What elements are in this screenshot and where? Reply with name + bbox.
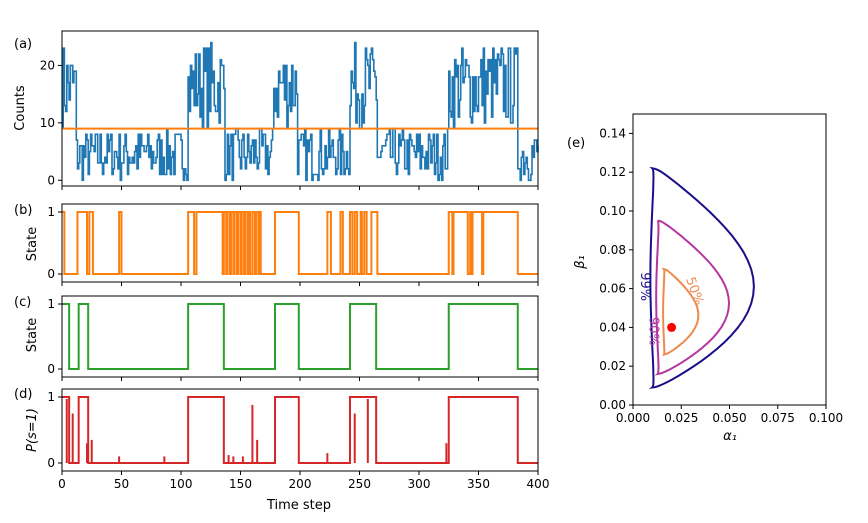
xlabel-time: Time step [266, 498, 331, 513]
contour-label-50: 50% [682, 275, 706, 307]
panel-d-series [62, 396, 538, 464]
contour-3 [661, 267, 700, 356]
panel-label-b: (b) [14, 203, 32, 218]
panel-a-ytick-label: 20 [40, 58, 55, 72]
panel-label-a: (a) [14, 37, 32, 52]
panel-d-xtick-label: 400 [527, 477, 550, 491]
panel-label-c: (c) [14, 295, 31, 310]
panel-b-ytick-label: 0 [47, 267, 55, 281]
ylabel-prob: P(s=1) [25, 408, 40, 452]
panel-d-xtick-label: 250 [348, 477, 371, 491]
ylabel-state-b: State [25, 227, 40, 261]
panel-d-frame [61, 388, 539, 472]
panel-d-xtick-label: 50 [114, 477, 129, 491]
panel-e-ytick-label: 0.04 [599, 320, 626, 334]
panel-e-xtick-label: 0.075 [761, 411, 795, 425]
panel-a-ytick-label: 10 [40, 116, 55, 130]
panel-d-xtick-label: 0 [58, 477, 66, 491]
panel-e-ytick-label: 0.02 [599, 359, 626, 373]
panel-b-series [62, 211, 538, 275]
panel-d-xtick-label: 300 [408, 477, 431, 491]
panel-c-ytick-label: 1 [47, 297, 55, 311]
best-fit-point [667, 322, 677, 332]
panel-d-xtick-label: 350 [467, 477, 490, 491]
panel-e-ytick-label: 0.06 [599, 282, 626, 296]
panel-d-xtick-label: 150 [229, 477, 252, 491]
panel-e-xtick-label: 0.025 [664, 411, 698, 425]
panel-c-frame [61, 295, 539, 378]
contour-1 [648, 166, 755, 389]
panel-d-ytick-label: 1 [47, 390, 55, 404]
contour-label-90: 90% [645, 317, 660, 346]
panel-d-xtick-label: 100 [170, 477, 193, 491]
xlabel-alpha: α₁ [723, 429, 737, 444]
panel-label-e: (e) [567, 136, 585, 151]
panel-d-xtick-label: 200 [289, 477, 312, 491]
panel-e-xtick-label: 0.000 [616, 411, 650, 425]
panel-c-ytick-label: 0 [47, 362, 55, 376]
contour-2 [654, 219, 731, 376]
ylabel-counts: Counts [13, 85, 28, 131]
panel-e-xtick-label: 0.050 [712, 411, 746, 425]
panel-b-ytick-label: 1 [47, 205, 55, 219]
panel-e-ytick-label: 0.00 [599, 398, 626, 412]
panel-d-ytick-label: 0 [47, 456, 55, 470]
panel-e-ytick-label: 0.08 [599, 243, 626, 257]
panel-e-ytick-label: 0.14 [599, 126, 626, 140]
panel-c-series [62, 303, 538, 370]
panel-b-frame [61, 203, 539, 283]
ylabel-state-c: State [25, 318, 40, 352]
panel-a-ytick-label: 0 [47, 173, 55, 187]
ylabel-beta: β₁ [573, 255, 588, 270]
panel-e-ytick-label: 0.10 [599, 204, 626, 218]
panel-e-xtick-label: 0.100 [809, 411, 843, 425]
counts-series [62, 41, 539, 182]
panel-label-d: (d) [14, 387, 32, 402]
panel-e-frame [632, 113, 827, 406]
contour-label-99: 99% [637, 272, 652, 301]
panel-e-ytick-label: 0.12 [599, 165, 626, 179]
